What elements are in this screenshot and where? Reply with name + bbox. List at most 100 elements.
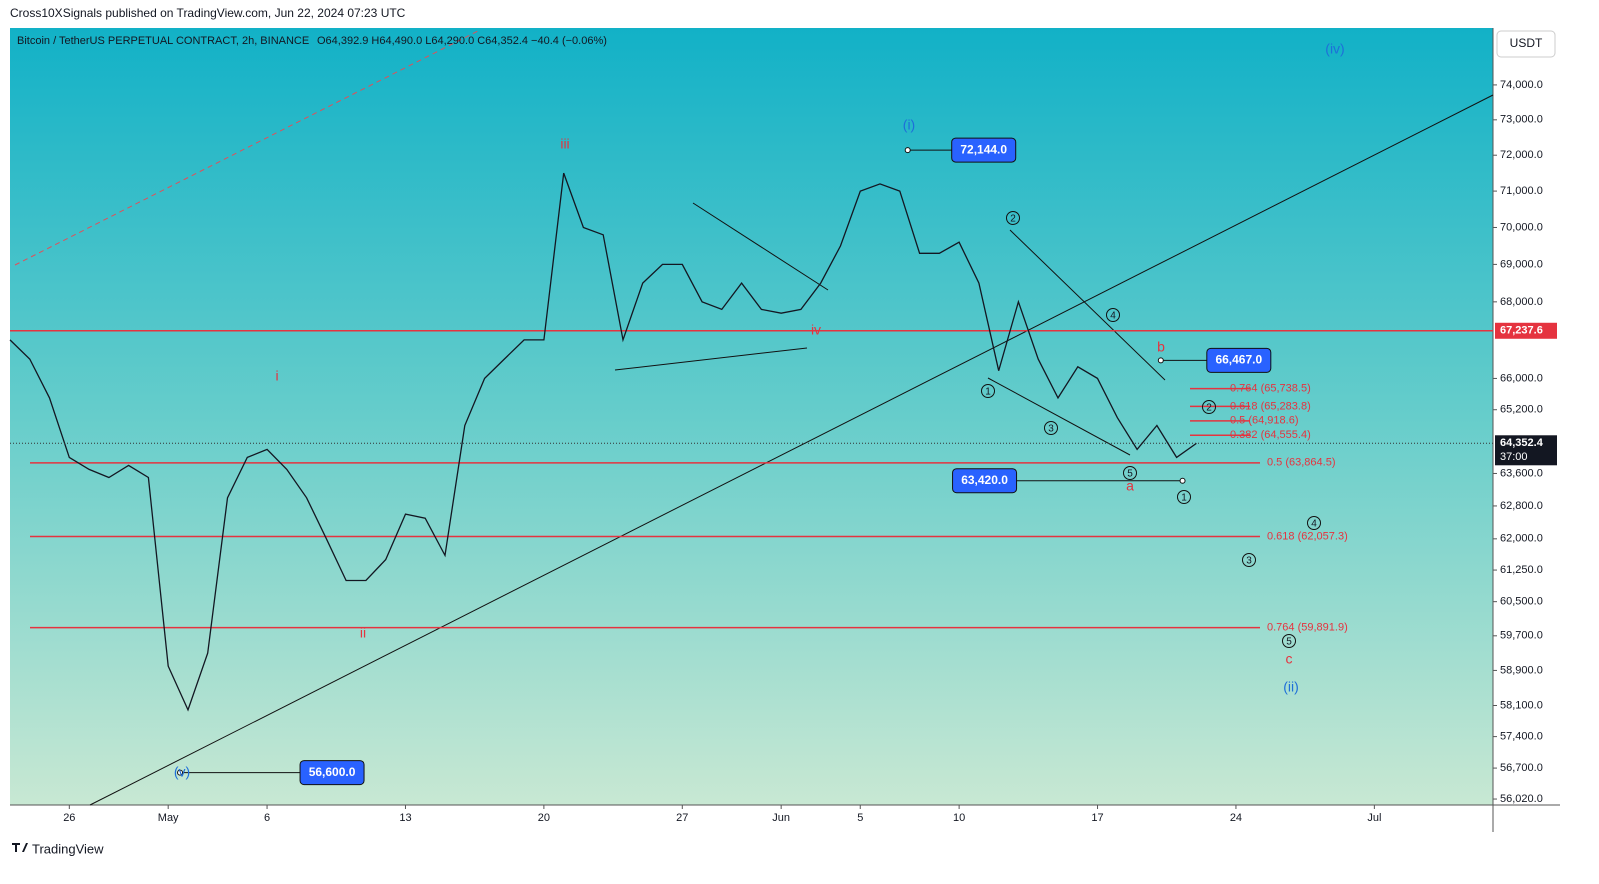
fib-label: 0.764 (59,891.9) (1267, 621, 1348, 633)
circled-marker (1202, 400, 1216, 414)
y-tick-label: 65,200.0 (1500, 404, 1543, 416)
fib-label: 0.382 (64,555.4) (1230, 429, 1311, 441)
y-tick-label: 59,700.0 (1500, 630, 1543, 642)
y-tick-label: 62,000.0 (1500, 533, 1543, 545)
wave-label: (ii) (1283, 679, 1299, 695)
last-price-badge (1495, 435, 1557, 466)
circled-label: 1 (1181, 493, 1187, 504)
wave-label: iii (560, 136, 569, 152)
fib-label: 0.618 (65,283.8) (1230, 400, 1311, 412)
pattern-line (614, 347, 808, 371)
wave-label: b (1157, 339, 1165, 355)
x-tick-label: 10 (953, 812, 965, 824)
circled-marker (1282, 634, 1296, 648)
price-label-box (1206, 347, 1272, 373)
wave-label: (i) (903, 117, 915, 133)
price-label-box (299, 760, 365, 786)
circled-marker (1242, 553, 1256, 567)
price-label: 63,420.0 (961, 473, 1008, 487)
circled-label: 4 (1311, 519, 1317, 530)
y-tick-label: 71,000.0 (1500, 185, 1543, 197)
last-price-label: 64,352.4 (1500, 437, 1544, 449)
y-tick-label: 61,250.0 (1500, 564, 1543, 576)
footer: TradingView (32, 841, 104, 856)
wave-label: (iv) (1325, 41, 1344, 57)
price-point (1157, 357, 1164, 364)
circled-marker (1123, 466, 1137, 480)
fib-label: 0.5 (63,864.5) (1267, 457, 1336, 469)
y-tick-label: 68,000.0 (1500, 296, 1543, 308)
circled-label: 4 (1110, 311, 1116, 322)
trendline (89, 94, 1494, 806)
wave-label: (v) (174, 764, 190, 780)
dashed-trendline (14, 29, 481, 266)
wave-label: ii (360, 625, 366, 641)
symbol-title: Bitcoin / TetherUS PERPETUAL CONTRACT, 2… (17, 35, 309, 47)
circled-label: 5 (1286, 637, 1292, 648)
tv-logo (12, 843, 28, 852)
price-label: 72,144.0 (960, 142, 1007, 156)
ohlc-legend: O64,392.9 H64,490.0 L64,290.0 C64,352.4 … (317, 35, 607, 47)
circled-label: 5 (1127, 469, 1133, 480)
y-tick-label: 57,400.0 (1500, 731, 1543, 743)
pattern-line (692, 202, 829, 291)
circled-label: 3 (1246, 556, 1252, 567)
y-tick-label: 66,000.0 (1500, 372, 1543, 384)
header: Cross10XSignals published on TradingView… (10, 6, 406, 20)
pattern-line (987, 377, 1131, 456)
circled-marker (1044, 421, 1058, 435)
plot-area (10, 28, 1493, 805)
x-tick-label: Jun (772, 812, 790, 824)
wave-label: c (1286, 651, 1293, 667)
x-tick-label: 17 (1091, 812, 1103, 824)
x-tick-label: 24 (1230, 812, 1242, 824)
y-tick-label: 58,100.0 (1500, 699, 1543, 711)
circled-marker (1307, 516, 1321, 530)
circled-marker (981, 384, 995, 398)
fib-label: 0.618 (62,057.3) (1267, 530, 1348, 542)
y-tick-label: 69,000.0 (1500, 258, 1543, 270)
circled-marker (1106, 308, 1120, 322)
currency-button[interactable] (1496, 30, 1556, 58)
fib-label: 0.764 (65,738.5) (1230, 383, 1311, 395)
level-label: 67,237.6 (1500, 325, 1543, 337)
circled-marker (1006, 211, 1020, 225)
circled-label: 2 (1206, 403, 1212, 414)
x-tick-label: Jul (1367, 812, 1381, 824)
x-tick-label: 20 (538, 812, 550, 824)
circled-marker (1177, 490, 1191, 504)
x-tick-label: 5 (857, 812, 863, 824)
level-badge (1495, 322, 1557, 339)
price-label-box (951, 137, 1017, 163)
x-tick-label: 27 (676, 812, 688, 824)
y-tick-label: 58,900.0 (1500, 664, 1543, 676)
price-point (904, 147, 911, 154)
y-tick-label: 60,500.0 (1500, 596, 1543, 608)
fib-label: 0.5 (64,918.6) (1230, 415, 1299, 427)
x-tick-label: 6 (264, 812, 270, 824)
x-tick-label: May (158, 812, 179, 824)
patterns (614, 202, 1166, 456)
currency-label[interactable]: USDT (1510, 36, 1543, 50)
price-label: 66,467.0 (1215, 353, 1262, 367)
wave-label: a (1126, 478, 1134, 494)
countdown: 37:00 (1500, 451, 1528, 463)
x-tick-label: 13 (399, 812, 411, 824)
wave-label: i (275, 368, 278, 384)
wave-label: iv (811, 322, 821, 338)
circled-label: 2 (1010, 214, 1016, 225)
y-tick-label: 56,020.0 (1500, 793, 1543, 805)
circled-label: 1 (985, 387, 991, 398)
y-tick-label: 56,700.0 (1500, 762, 1543, 774)
circled-label: 3 (1048, 424, 1054, 435)
price-label-box (952, 468, 1018, 494)
y-tick-label: 74,000.0 (1500, 79, 1543, 91)
y-tick-label: 72,000.0 (1500, 149, 1543, 161)
pattern-line (1009, 229, 1166, 381)
price-label: 56,600.0 (309, 765, 356, 779)
price-line (9, 172, 1197, 712)
y-tick-label: 70,000.0 (1500, 221, 1543, 233)
y-tick-label: 63,600.0 (1500, 467, 1543, 479)
